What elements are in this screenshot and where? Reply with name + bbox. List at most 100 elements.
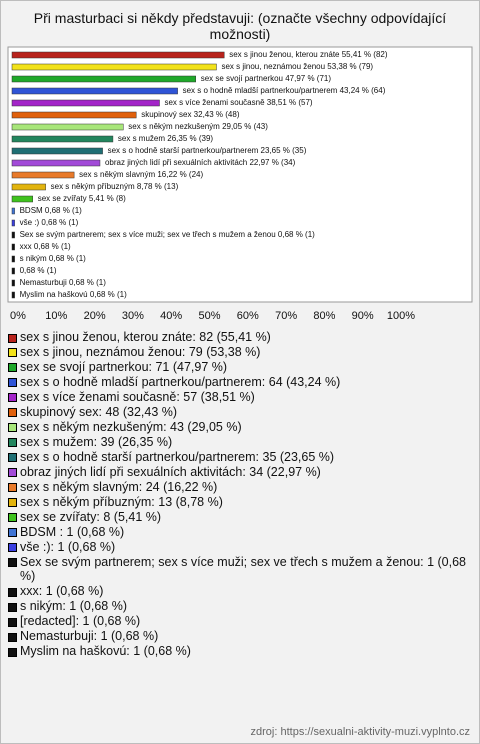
legend-marker	[8, 483, 17, 493]
bar-label: vše :) 0,68 % (1)	[20, 218, 79, 227]
legend-marker	[8, 468, 17, 478]
legend-marker	[8, 363, 17, 373]
bar-label: sex se svojí partnerkou 47,97 % (71)	[201, 74, 332, 83]
x-tick-label: 10%	[45, 310, 67, 322]
x-tick-label: 90%	[352, 310, 374, 322]
bar-label: skupinový sex 32,43 % (48)	[141, 110, 240, 119]
legend-item: sex s někým příbuzným: 13 (8,78 %)	[8, 495, 472, 510]
legend-label: sex s jinou ženou, kterou znáte: 82 (55,…	[20, 330, 271, 344]
chart-title: Při masturbaci si někdy představuji: (oz…	[33, 10, 447, 42]
bar	[11, 195, 33, 203]
legend-item: sex s jinou, neznámou ženou: 79 (53,38 %…	[8, 345, 472, 360]
legend-marker	[8, 543, 17, 553]
legend-item: sex s více ženami současně: 57 (38,51 %)	[8, 390, 472, 405]
bar	[11, 255, 15, 263]
bar	[11, 279, 15, 287]
legend-marker	[8, 498, 17, 508]
bar-label: Nemasturbuji 0,68 % (1)	[20, 278, 107, 287]
bar	[11, 291, 15, 299]
legend-item: xxx: 1 (0,68 %)	[8, 584, 472, 599]
bar	[11, 147, 103, 155]
legend-marker	[8, 438, 17, 448]
legend-item: sex se zvířaty: 8 (5,41 %)	[8, 510, 472, 525]
legend-marker	[8, 587, 17, 597]
legend-label: sex se svojí partnerkou: 71 (47,97 %)	[20, 359, 228, 374]
chart: 0% 10% 20% 30% 40% 50% 60% 70% 80% 90% 100% sex s j…	[7, 46, 473, 322]
bar	[11, 111, 137, 119]
legend-item: obraz jiných lidí při sexuálních aktivit…	[8, 465, 472, 480]
legend-item: Sex se svým partnerem; sex s více muži; …	[8, 555, 472, 584]
legend-label: Sex se svým partnerem; sex s více muži; …	[20, 554, 467, 584]
bar	[11, 75, 196, 83]
legend-label: s nikým: 1 (0,68 %)	[20, 599, 127, 614]
legend-marker	[8, 333, 17, 343]
legend-marker	[8, 393, 17, 403]
legend-marker	[8, 558, 17, 568]
bar	[11, 219, 15, 227]
legend-label: vše :): 1 (0,68 %)	[20, 539, 116, 554]
legend-marker	[8, 647, 17, 657]
bar	[11, 243, 15, 251]
legend-item: [redacted]: 1 (0,68 %)	[8, 614, 472, 629]
x-tick-label: 0%	[10, 310, 26, 322]
bar	[11, 207, 15, 215]
bar	[11, 87, 178, 95]
legend-item: sex s o hodně mladší partnerkou/partnere…	[8, 375, 472, 390]
legend-label: sex s někým příbuzným: 13 (8,78 %)	[20, 494, 223, 509]
legend-item: sex se svojí partnerkou: 71 (47,97 %)	[8, 360, 472, 375]
x-tick-label: 100%	[387, 310, 415, 322]
x-tick-label: 30%	[122, 310, 144, 322]
x-tick-label: 70%	[275, 310, 297, 322]
legend-item: sex s mužem: 39 (26,35 %)	[8, 435, 472, 450]
legend-label: xxx: 1 (0,68 %)	[20, 584, 104, 599]
legend-marker	[8, 453, 17, 463]
legend-label: sex s o hodně mladší partnerkou/partnere…	[20, 374, 341, 389]
x-tick-label: 80%	[313, 310, 335, 322]
legend-label: [redacted]: 1 (0,68 %)	[20, 614, 141, 629]
bar-label: sex s jinou ženou, kterou znáte 55,41 % …	[229, 50, 388, 59]
x-tick-label: 40%	[160, 310, 182, 322]
legend-label: sex s někým nezkušeným: 43 (29,05 %)	[20, 419, 242, 434]
legend-label: skupinový sex: 48 (32,43 %)	[20, 404, 178, 419]
legend-item: sex s někým nezkušeným: 43 (29,05 %)	[8, 420, 472, 435]
legend-item: sex s jinou ženou, kterou znáte: 82 (55,…	[8, 330, 472, 345]
legend-item: sex s o hodně starší partnerkou/partnere…	[8, 450, 472, 465]
legend-item: vše :): 1 (0,68 %)	[8, 540, 472, 555]
bar	[11, 267, 15, 275]
legend-marker	[8, 617, 17, 627]
legend-item: Nemasturbuji: 1 (0,68 %)	[8, 629, 472, 644]
legend-marker	[8, 602, 17, 612]
bar-label: sex s o hodně mladší partnerkou/partnere…	[183, 86, 386, 95]
bar	[11, 159, 101, 167]
legend-item: s nikým: 1 (0,68 %)	[8, 599, 472, 614]
legend-label: Nemasturbuji: 1 (0,68 %)	[20, 629, 159, 644]
bar-label: obraz jiných lidí při sexuálních aktivit…	[105, 158, 296, 167]
bar-label: xxx 0,68 % (1)	[20, 242, 71, 251]
bar	[11, 183, 46, 191]
legend-label: sex s o hodně starší partnerkou/partnere…	[20, 449, 335, 464]
legend-label: sex s mužem: 39 (26,35 %)	[20, 434, 173, 449]
bar-label: sex s někým příbuzným 8,78 % (13)	[51, 182, 179, 191]
bar-label: sex s někým nezkušeným 29,05 % (43)	[128, 122, 268, 131]
legend-item: skupinový sex: 48 (32,43 %)	[8, 405, 472, 420]
legend: sex s jinou ženou, kterou znáte: 82 (55,…	[8, 330, 472, 659]
legend-label: sex s jinou, neznámou ženou: 79 (53,38 %…	[20, 344, 261, 359]
bar-label: sex s více ženami současně 38,51 % (57)	[164, 98, 312, 107]
x-tick-label: 20%	[84, 310, 106, 322]
legend-label: sex se zvířaty: 8 (5,41 %)	[20, 509, 162, 524]
legend-label: sex s někým slavným: 24 (16,22 %)	[20, 479, 218, 494]
bar-label: BDSM 0,68 % (1)	[20, 206, 83, 215]
bar-label: sex s o hodně starší partnerkou/partnere…	[108, 146, 307, 155]
legend-marker	[8, 378, 17, 388]
bar	[11, 231, 15, 239]
bar-label: 0,68 % (1)	[20, 266, 57, 275]
legend-item: sex s někým slavným: 24 (16,22 %)	[8, 480, 472, 495]
bar	[11, 135, 114, 143]
legend-marker	[8, 513, 17, 523]
legend-item: Myslim na haškovú: 1 (0,68 %)	[8, 644, 472, 659]
bar-label: sex s mužem 26,35 % (39)	[118, 134, 213, 143]
bar-label: sex s jinou, neznámou ženou 53,38 % (79)	[221, 62, 373, 71]
legend-label: Myslim na haškovú: 1 (0,68 %)	[20, 644, 191, 659]
x-tick-label: 50%	[198, 310, 220, 322]
